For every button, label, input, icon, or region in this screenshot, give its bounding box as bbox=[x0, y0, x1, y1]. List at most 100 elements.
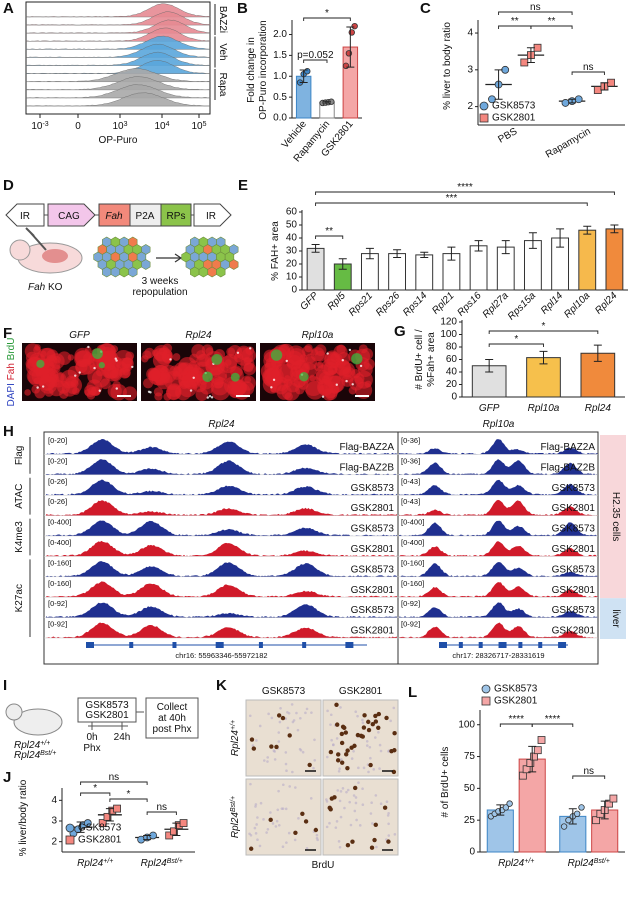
treatment-label: GSK8573 bbox=[85, 700, 129, 711]
coverage-track bbox=[46, 561, 397, 577]
error-bar bbox=[556, 228, 565, 248]
hematoxylin bbox=[352, 794, 356, 797]
hematoxylin bbox=[305, 847, 309, 850]
hematoxylin bbox=[345, 790, 348, 794]
coverage-track bbox=[399, 499, 598, 516]
brdu-nucleus bbox=[362, 713, 367, 718]
hematoxylin bbox=[374, 794, 378, 797]
panel-letter: F bbox=[3, 325, 12, 342]
hematoxylin bbox=[355, 818, 358, 822]
hematoxylin bbox=[304, 711, 307, 715]
error-bar bbox=[346, 26, 355, 68]
track-range: [0-400] bbox=[401, 538, 424, 547]
data-point bbox=[574, 95, 583, 104]
nucleus-signal bbox=[98, 389, 101, 392]
event-label: Phx bbox=[83, 743, 100, 754]
exon bbox=[258, 642, 263, 648]
brdu-nucleus bbox=[248, 846, 254, 851]
column-title: Rpl10a bbox=[483, 419, 515, 430]
x-tick-label: GFP bbox=[298, 290, 321, 313]
hematoxylin bbox=[372, 768, 376, 771]
hematoxylin bbox=[337, 769, 341, 773]
histogram bbox=[25, 84, 211, 99]
legend-label: GSK2801 bbox=[494, 696, 538, 707]
y-tick-label: 40 bbox=[446, 367, 458, 378]
hepatocyte bbox=[207, 266, 217, 278]
hematoxylin bbox=[281, 845, 285, 849]
y-tick-label: 30 bbox=[286, 246, 298, 257]
annotation: p=0.052 bbox=[297, 50, 334, 61]
brdu-nucleus bbox=[334, 702, 339, 707]
nucleus-signal bbox=[189, 389, 193, 392]
exon bbox=[558, 642, 567, 648]
brdu-nucleus bbox=[392, 748, 397, 753]
significance-bracket bbox=[571, 71, 605, 75]
stain: BrdU bbox=[6, 338, 17, 361]
annotation: ** bbox=[511, 16, 519, 27]
cell-signal bbox=[286, 378, 301, 393]
histogram bbox=[25, 92, 211, 107]
coverage-track bbox=[399, 582, 598, 598]
nucleus-signal bbox=[36, 386, 39, 389]
brdu-nucleus bbox=[366, 719, 371, 725]
track-label: GSK2801 bbox=[552, 585, 596, 596]
hematoxylin bbox=[313, 738, 316, 742]
coverage-track bbox=[399, 562, 598, 577]
cell-signal bbox=[112, 380, 121, 390]
brdu-nucleus bbox=[335, 758, 341, 763]
syringe bbox=[25, 227, 47, 251]
group-label: BAZ2i bbox=[217, 6, 228, 33]
cell-signal bbox=[286, 354, 302, 371]
hematoxylin bbox=[277, 823, 281, 827]
panel-letter: E bbox=[238, 177, 248, 194]
track-label: Flag-BAZ2A bbox=[340, 442, 395, 453]
error-bar bbox=[610, 224, 619, 234]
track-label: GSK8573 bbox=[552, 605, 596, 616]
track-range: [0-160] bbox=[48, 558, 71, 567]
y-axis-label: %Fah+ area bbox=[426, 332, 437, 387]
hepatocyte bbox=[190, 266, 200, 278]
x-axis-label: OP-Puro bbox=[99, 135, 138, 146]
label-base: Rpl24 bbox=[498, 858, 525, 869]
hematoxylin bbox=[272, 749, 276, 753]
cell-signal bbox=[305, 380, 325, 400]
brdu-signal bbox=[299, 371, 309, 382]
hematoxylin bbox=[285, 841, 288, 844]
hematoxylin bbox=[385, 800, 389, 804]
hematoxylin bbox=[354, 710, 358, 714]
brdu-nucleus bbox=[280, 715, 286, 721]
brdu-nucleus bbox=[376, 725, 381, 730]
coordinates: chr17: 28326717-28331619 bbox=[452, 651, 544, 660]
hematoxylin bbox=[266, 760, 269, 763]
hematoxylin bbox=[379, 802, 383, 805]
significance-bracket bbox=[315, 191, 615, 195]
mouse-head bbox=[9, 239, 31, 261]
error-bar bbox=[474, 240, 483, 252]
hematoxylin bbox=[277, 740, 281, 743]
brdu-nucleus bbox=[287, 733, 292, 738]
mouse-body bbox=[13, 708, 63, 736]
label-sup: +/+ bbox=[40, 740, 50, 747]
cell-signal bbox=[348, 386, 357, 395]
label-sup: Bst/+ bbox=[167, 858, 183, 865]
error-bar bbox=[172, 822, 181, 836]
stain: DAPI bbox=[6, 383, 17, 406]
nucleus-signal bbox=[41, 385, 45, 388]
coverage-track bbox=[399, 459, 598, 475]
significance-bracket bbox=[80, 781, 148, 785]
nucleus-signal bbox=[114, 357, 117, 360]
brdu-nucleus bbox=[369, 845, 375, 850]
hematoxylin bbox=[286, 726, 290, 730]
label-sup: 3 bbox=[124, 121, 128, 128]
panel-letter: L bbox=[408, 684, 417, 701]
hematoxylin bbox=[350, 757, 354, 760]
hematoxylin bbox=[287, 711, 291, 715]
track-range: [0-20] bbox=[48, 456, 67, 465]
hematoxylin bbox=[378, 767, 381, 770]
hepatocyte bbox=[128, 266, 138, 278]
bar bbox=[388, 253, 407, 291]
hematoxylin bbox=[293, 838, 297, 842]
x-tick-label: 103 bbox=[112, 121, 127, 133]
hematoxylin bbox=[343, 806, 346, 810]
track-range: [0-43] bbox=[401, 497, 420, 506]
